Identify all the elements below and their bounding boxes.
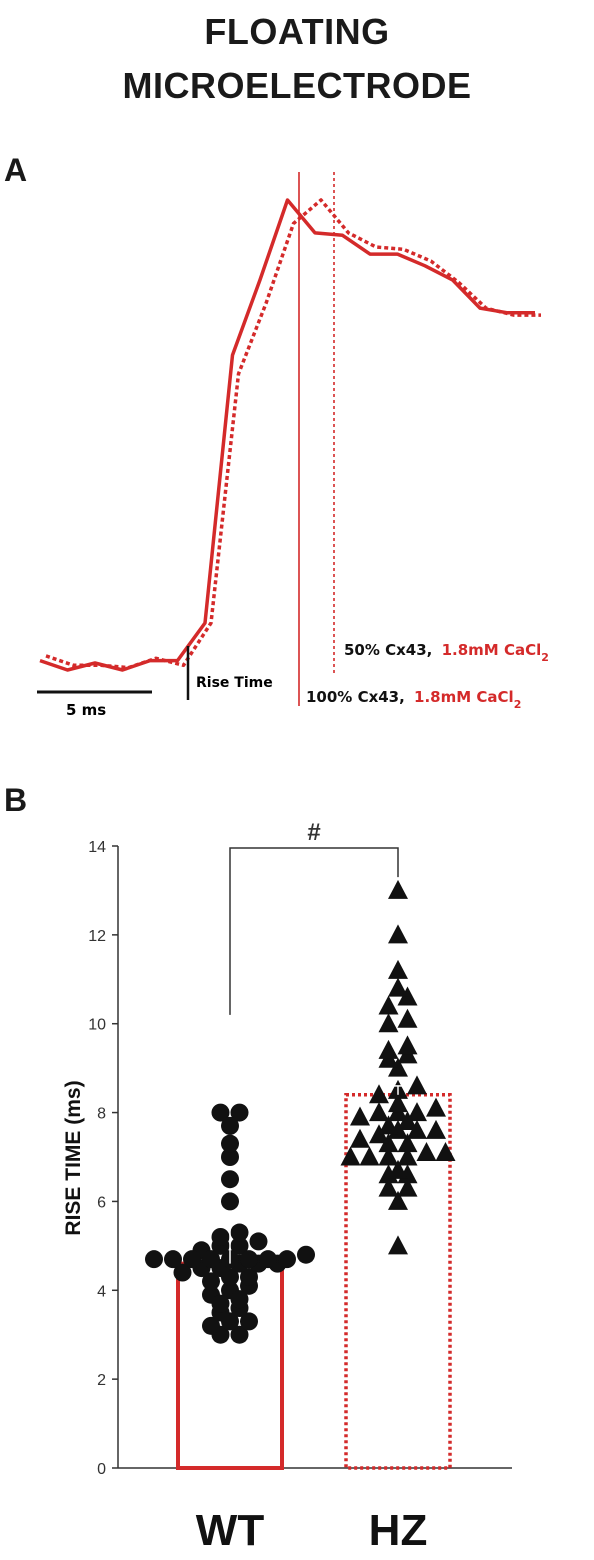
data-point-hz xyxy=(388,1235,408,1255)
data-point-hz xyxy=(369,1102,389,1122)
data-point-wt xyxy=(221,1116,239,1135)
data-point-hz xyxy=(388,1159,408,1179)
data-point-wt xyxy=(145,1250,163,1269)
data-point-wt xyxy=(221,1148,239,1166)
legend-dotted: 50% Cx43, 1.8mM CaCl2 xyxy=(344,641,549,664)
legend-solid-prefix: 100% Cx43, xyxy=(306,688,410,706)
scale-bar-label: 5 ms xyxy=(66,701,106,719)
y-tick-label: 14 xyxy=(88,839,106,856)
data-point-hz xyxy=(350,1128,370,1148)
significance-bracket xyxy=(229,847,399,1015)
data-point-hz xyxy=(350,1106,370,1126)
data-point-hz xyxy=(388,1190,408,1210)
data-point-wt xyxy=(240,1312,258,1331)
legend-dotted-condition: 1.8mM CaCl xyxy=(442,641,542,659)
panel-a-label: A xyxy=(4,152,28,188)
data-point-hz xyxy=(388,977,408,997)
data-point-wt xyxy=(221,1134,239,1153)
data-point-hz xyxy=(359,1146,380,1166)
data-point-wt xyxy=(230,1236,249,1255)
data-point-hz xyxy=(388,1093,408,1113)
data-point-hz xyxy=(397,1110,418,1130)
trace-solid xyxy=(39,198,535,672)
data-point-hz xyxy=(388,879,408,899)
y-tick-label: 8 xyxy=(97,1106,106,1123)
y-tick-label: 6 xyxy=(97,1194,106,1211)
data-point-hz xyxy=(397,1146,418,1166)
legend-dotted-prefix: 50% Cx43, xyxy=(344,641,438,659)
legend-solid: 100% Cx43, 1.8mM CaCl2 xyxy=(306,688,521,711)
trace-dotted xyxy=(45,198,541,670)
category-label-hz: HZ xyxy=(369,1506,428,1555)
data-point-wt xyxy=(240,1250,258,1269)
significance-marker: # xyxy=(307,819,320,846)
category-label-wt: WT xyxy=(196,1506,265,1555)
data-point-hz xyxy=(397,1008,418,1028)
data-point-wt xyxy=(211,1294,230,1313)
data-point-wt xyxy=(211,1103,230,1122)
data-point-wt xyxy=(230,1223,249,1242)
data-point-wt xyxy=(173,1263,192,1282)
data-point-wt xyxy=(259,1250,277,1269)
data-point-hz xyxy=(378,1013,399,1033)
data-point-hz xyxy=(426,1119,446,1139)
data-point-wt xyxy=(202,1250,220,1269)
data-point-wt xyxy=(164,1250,182,1269)
data-point-hz xyxy=(378,1177,399,1197)
data-point-hz xyxy=(369,1084,389,1104)
legend-dotted-subscript: 2 xyxy=(541,651,549,664)
legend-solid-condition: 1.8mM CaCl xyxy=(414,688,514,706)
data-point-wt xyxy=(240,1267,258,1286)
figure-title-line2: MICROELECTRODE xyxy=(122,65,472,106)
figure-title-line1: FLOATING xyxy=(204,11,390,52)
data-point-wt xyxy=(230,1103,249,1122)
data-point-hz xyxy=(388,924,408,944)
y-tick-label: 10 xyxy=(88,1017,106,1034)
data-point-wt xyxy=(183,1250,201,1269)
data-point-hz xyxy=(397,1035,418,1055)
data-point-hz xyxy=(340,1146,361,1166)
data-point-wt xyxy=(230,1290,249,1309)
legend-solid-subscript: 2 xyxy=(514,698,522,711)
data-point-wt xyxy=(202,1272,220,1291)
rise-time-label: Rise Time xyxy=(196,675,273,691)
data-point-wt xyxy=(278,1250,296,1269)
panel-b-label: B xyxy=(4,782,28,818)
data-point-hz xyxy=(426,1097,446,1117)
data-point-wt xyxy=(202,1316,220,1335)
y-tick-label: 12 xyxy=(88,928,106,945)
y-tick-label: 2 xyxy=(97,1372,106,1389)
data-point-wt xyxy=(249,1232,268,1251)
data-point-hz xyxy=(378,1146,399,1166)
data-point-hz xyxy=(407,1102,427,1122)
data-point-wt xyxy=(230,1325,249,1344)
y-tick-label: 0 xyxy=(97,1461,106,1478)
data-point-hz xyxy=(397,1177,418,1197)
data-point-hz xyxy=(416,1142,437,1162)
data-point-wt xyxy=(211,1227,230,1246)
y-tick-label: 4 xyxy=(97,1283,106,1300)
panel-a-trace-chart: 5 ms Rise Time 50% Cx43, 1.8mM CaCl2 100… xyxy=(37,172,549,719)
data-point-hz xyxy=(378,1115,399,1135)
data-point-hz xyxy=(407,1075,427,1095)
y-axis-label: RISE TIME (ms) xyxy=(62,1080,85,1235)
data-point-wt xyxy=(297,1245,315,1264)
bar-hz xyxy=(344,1093,452,1470)
data-point-hz xyxy=(378,995,399,1015)
data-point-hz xyxy=(388,959,408,979)
data-point-hz xyxy=(435,1142,456,1162)
data-point-hz xyxy=(397,1133,418,1153)
data-point-wt xyxy=(221,1192,239,1211)
data-point-wt xyxy=(221,1170,239,1189)
data-point-hz xyxy=(378,1039,399,1059)
